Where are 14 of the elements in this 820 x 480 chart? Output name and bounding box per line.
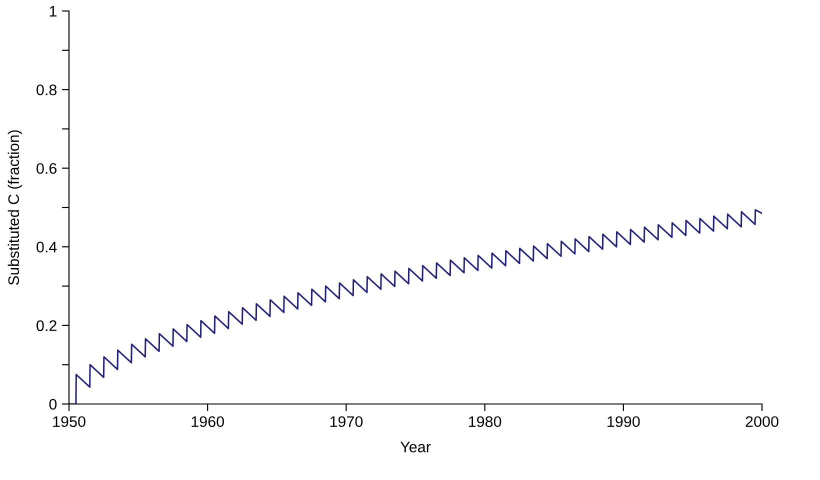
y-tick-label: 0.4 [36, 242, 57, 252]
x-tick-label: 1970 [330, 416, 363, 428]
y-tick-label: 1 [50, 6, 56, 17]
y-axis-title: Substituted C (fraction) [8, 130, 22, 285]
x-tick-label: 1950 [53, 416, 86, 428]
y-tick-label: 0.8 [36, 84, 57, 96]
x-tick-label: 1980 [468, 416, 502, 428]
y-tick-label: 0.6 [36, 163, 57, 174]
x-tick-label: 1960 [192, 416, 224, 428]
y-tick-label: 0.2 [36, 320, 56, 332]
x-axis-title: Year [400, 442, 431, 452]
x-tick-label: 2000 [746, 416, 778, 428]
x-tick-label: 1990 [608, 416, 640, 428]
y-tick-label: 0 [49, 398, 57, 410]
